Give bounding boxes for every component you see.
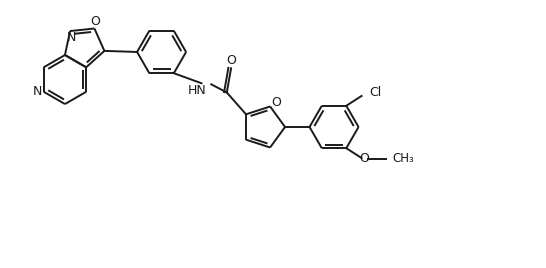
Text: Cl: Cl — [369, 86, 382, 99]
Text: N: N — [67, 31, 76, 44]
Text: N: N — [33, 85, 42, 98]
Text: CH₃: CH₃ — [392, 152, 414, 165]
Text: O: O — [90, 15, 100, 28]
Text: O: O — [359, 152, 369, 165]
Text: HN: HN — [188, 84, 206, 97]
Text: O: O — [272, 96, 282, 109]
Text: O: O — [226, 54, 236, 67]
